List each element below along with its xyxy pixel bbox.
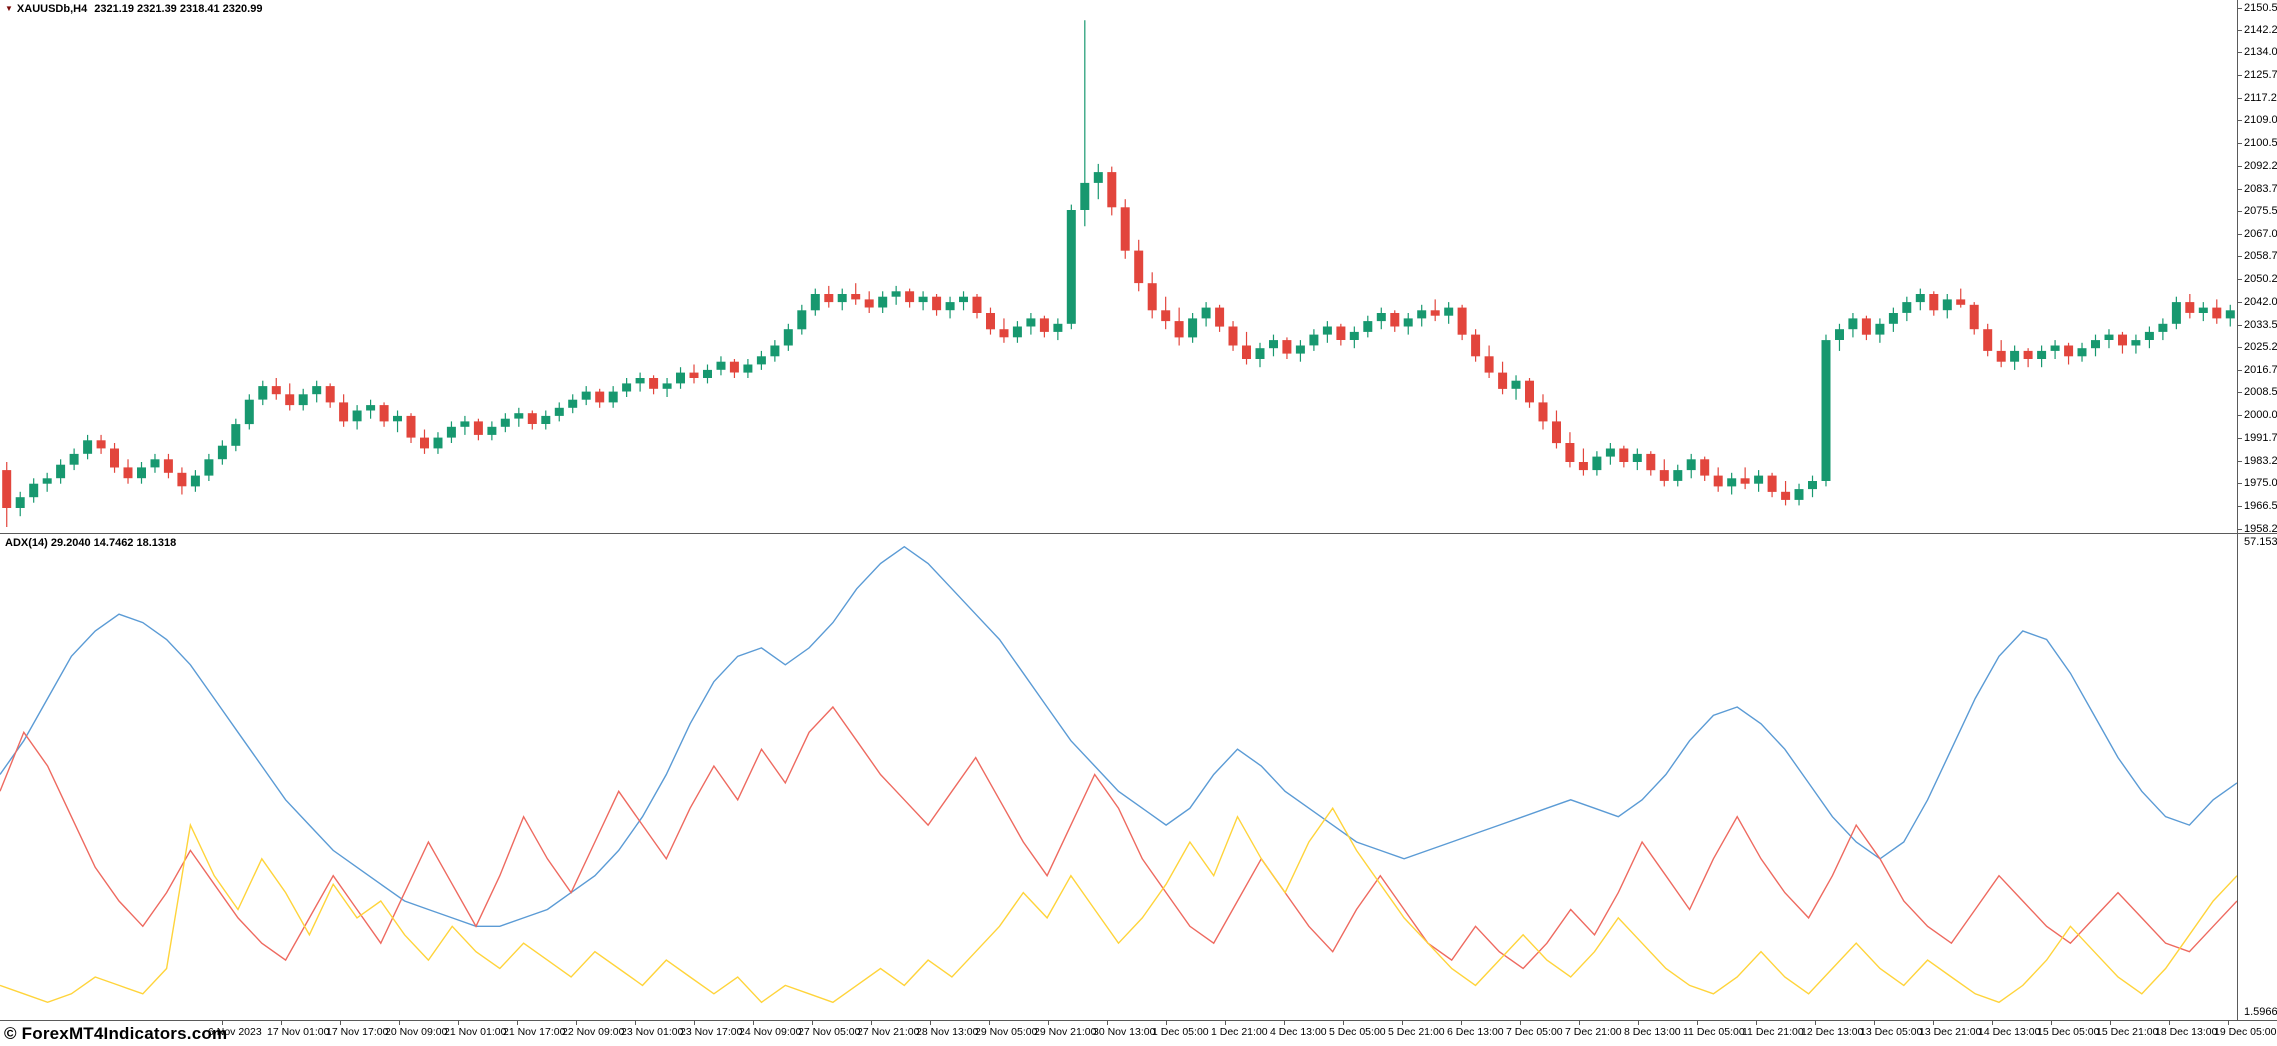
symbol-timeframe-label: XAUUSDb,H4	[16, 3, 88, 15]
time-axis-label: 1 Dec 05:00	[1152, 1020, 1209, 1038]
price-axis-label: 1966.50	[2237, 500, 2277, 512]
adx-indicator-label: ADX(14) 29.2040 14.7462 18.1318	[5, 537, 177, 549]
price-axis-label: 2000.00	[2237, 409, 2277, 421]
price-axis-label: 2067.00	[2237, 228, 2277, 240]
time-axis-label: 19 Dec 05:00	[2214, 1020, 2277, 1038]
time-axis-label: 27 Nov 05:00	[798, 1020, 861, 1038]
candlestick-chart[interactable]	[0, 0, 2237, 533]
price-axis-label: 2150.50	[2237, 2, 2277, 14]
time-axis-label: 5 Dec 05:00	[1329, 1020, 1386, 1038]
time-axis-label: 11 Dec 21:00	[1742, 1020, 1804, 1038]
price-axis-label: 2134.00	[2237, 46, 2277, 58]
time-axis-label: 29 Nov 21:00	[1034, 1020, 1097, 1038]
time-axis-label: 17 Nov 01:00	[267, 1020, 330, 1038]
price-axis-label: 2008.50	[2237, 386, 2277, 398]
adx-indicator-chart[interactable]	[0, 534, 2237, 1020]
price-axis[interactable]: 2150.50 2142.25 2134.00 2125.75 2117.25 2109.…	[2237, 0, 2277, 535]
time-axis[interactable]: 6 Nov 2023 17 Nov 01:00 17 Nov 17:00 20 Nov…	[0, 1020, 2277, 1046]
time-axis-label: 23 Nov 17:00	[680, 1020, 743, 1038]
ohlc-values: 2321.19 2321.39 2318.41 2320.99	[94, 3, 263, 15]
time-axis-label: 4 Dec 13:00	[1270, 1020, 1327, 1038]
time-axis-label: 21 Nov 17:00	[503, 1020, 566, 1038]
price-axis-label: 2025.25	[2237, 341, 2277, 353]
time-axis-label: 7 Dec 21:00	[1565, 1020, 1622, 1038]
symbol-info-bar: ▼ XAUUSDb,H4 2321.19 2321.39 2318.41 2320.…	[5, 3, 262, 15]
time-axis-label: 18 Dec 13:00	[2155, 1020, 2218, 1038]
price-axis-label: 2142.25	[2237, 24, 2277, 36]
time-axis-label: 27 Nov 21:00	[857, 1020, 920, 1038]
time-axis-label: 15 Dec 05:00	[2037, 1020, 2100, 1038]
price-axis-label: 2125.75	[2237, 69, 2277, 81]
time-axis-label: 21 Nov 01:00	[444, 1020, 507, 1038]
indicator-line-+DI	[0, 705, 2237, 970]
symbol-marker-icon: ▼	[5, 4, 13, 13]
price-axis-label: 2117.25	[2237, 92, 2277, 104]
time-axis-label: 29 Nov 05:00	[975, 1020, 1038, 1038]
price-axis-label: 2050.25	[2237, 273, 2277, 285]
time-axis-label: 30 Nov 13:00	[1093, 1020, 1156, 1038]
time-axis-label: 20 Nov 09:00	[385, 1020, 448, 1038]
time-axis-label: 17 Nov 17:00	[326, 1020, 389, 1038]
price-axis-label: 1975.00	[2237, 477, 2277, 489]
time-axis-label: 6 Dec 13:00	[1447, 1020, 1504, 1038]
indicator-line-ADX	[0, 545, 2237, 927]
price-axis-line	[2237, 0, 2238, 1020]
time-axis-label: 12 Dec 13:00	[1801, 1020, 1864, 1038]
time-axis-divider	[0, 1020, 2277, 1021]
time-axis-label: 13 Dec 21:00	[1919, 1020, 1982, 1038]
watermark-text: © ForexMT4Indicators.com	[4, 1024, 228, 1043]
price-axis-label: 2092.25	[2237, 160, 2277, 172]
time-axis-label: 7 Dec 05:00	[1506, 1020, 1563, 1038]
time-axis-label: 15 Dec 21:00	[2096, 1020, 2159, 1038]
price-axis-label: 2058.75	[2237, 250, 2277, 262]
time-axis-label: 14 Dec 13:00	[1978, 1020, 2041, 1038]
price-axis-label: 2016.75	[2237, 364, 2277, 376]
time-axis-label: 24 Nov 09:00	[739, 1020, 802, 1038]
price-axis-label: 2042.00	[2237, 296, 2277, 308]
time-axis-label: 22 Nov 09:00	[562, 1020, 625, 1038]
price-axis-label: 1958.25	[2237, 523, 2277, 535]
price-axis-label: 2100.50	[2237, 137, 2277, 149]
time-axis-label: 8 Dec 13:00	[1624, 1020, 1681, 1038]
price-axis-label: 1991.75	[2237, 432, 2277, 444]
chart-indicator-divider[interactable]	[0, 533, 2277, 534]
price-axis-label: 2033.50	[2237, 319, 2277, 331]
price-axis-label: 2083.75	[2237, 183, 2277, 195]
time-axis-label: 23 Nov 01:00	[621, 1020, 684, 1038]
indicator-line--DI	[0, 806, 2237, 1004]
price-axis-label: 2075.50	[2237, 205, 2277, 217]
time-axis-label: 1 Dec 21:00	[1211, 1020, 1268, 1038]
time-axis-label: 28 Nov 13:00	[916, 1020, 979, 1038]
time-axis-label: 13 Dec 05:00	[1860, 1020, 1923, 1038]
price-axis-label: 2109.00	[2237, 114, 2277, 126]
time-axis-label: 6 Nov 2023	[208, 1020, 262, 1038]
indicator-scale-min: 1.5966	[2244, 1006, 2277, 1018]
time-axis-label: 5 Dec 21:00	[1388, 1020, 1445, 1038]
price-axis-label: 1983.25	[2237, 455, 2277, 467]
time-axis-label: 11 Dec 05:00	[1683, 1020, 1745, 1038]
